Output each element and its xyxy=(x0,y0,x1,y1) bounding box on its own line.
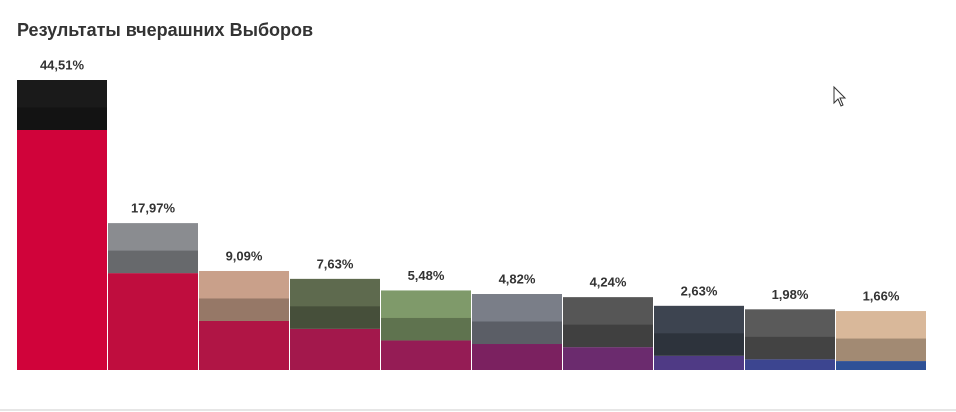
value-label: 4,82% xyxy=(499,271,536,286)
bar xyxy=(381,340,471,370)
car-photo xyxy=(563,297,653,348)
bar xyxy=(108,273,198,370)
value-label: 9,09% xyxy=(226,248,263,263)
car-photo xyxy=(745,309,835,360)
bar xyxy=(472,344,562,370)
car-photo xyxy=(17,80,107,130)
value-label: 7,63% xyxy=(317,256,354,271)
car-photo-shade xyxy=(199,298,289,321)
car-photo xyxy=(381,290,471,341)
value-label: 44,51% xyxy=(40,57,85,72)
car-photo-shade xyxy=(290,306,380,329)
car-photo xyxy=(290,278,380,329)
bar xyxy=(836,361,926,370)
car-photo xyxy=(108,223,198,274)
car-photo-shade xyxy=(836,338,926,362)
value-label: 4,24% xyxy=(590,275,627,290)
car-photo-shade xyxy=(654,333,744,356)
value-label: 17,97% xyxy=(131,201,176,216)
car-photo-shade xyxy=(108,250,198,274)
car-photo xyxy=(472,294,562,345)
chart-title: Результаты вчерашних Выборов xyxy=(17,20,313,40)
value-label: 5,48% xyxy=(408,268,445,283)
bar xyxy=(563,347,653,370)
car-photo-shade xyxy=(472,321,562,345)
bar xyxy=(199,320,289,370)
bar xyxy=(290,328,380,370)
mouse-cursor xyxy=(833,85,847,107)
bar xyxy=(17,130,107,370)
bar xyxy=(745,359,835,370)
car-photo xyxy=(199,270,289,321)
value-label: 1,98% xyxy=(772,287,809,302)
car-photo-shade xyxy=(381,317,471,341)
bar xyxy=(654,355,744,370)
car-photo-shade xyxy=(745,336,835,360)
car-photo-shade xyxy=(17,107,107,130)
car-photo xyxy=(836,311,926,362)
car-photo xyxy=(654,305,744,356)
value-label: 2,63% xyxy=(681,283,718,298)
value-label: 1,66% xyxy=(863,288,900,303)
car-photo-shade xyxy=(563,324,653,348)
